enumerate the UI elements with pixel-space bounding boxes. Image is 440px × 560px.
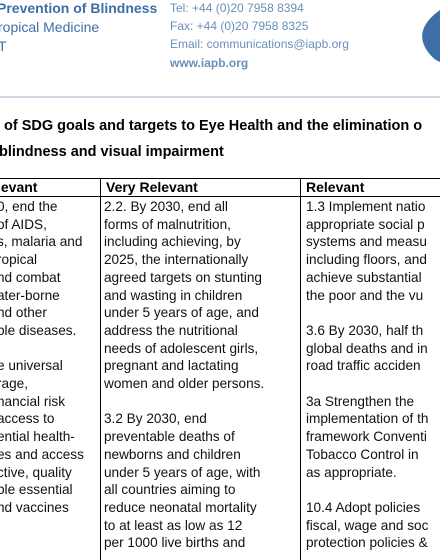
- cell-line: s, malaria and: [0, 234, 83, 250]
- cell-line: ential health-: [0, 429, 75, 445]
- cell-line: nd other: [0, 305, 47, 321]
- cell-line: road traffic acciden: [306, 358, 421, 374]
- cell-line: access to: [0, 411, 55, 427]
- cell-line: as appropriate.: [306, 464, 397, 480]
- cell-line: women and older persons.: [104, 376, 265, 391]
- cell-line: nd vaccines: [0, 499, 69, 515]
- cell-line: needs of adolescent girls,: [104, 340, 259, 356]
- table-border: [0, 178, 440, 179]
- contact-line: www.iapb.org: [170, 56, 249, 70]
- cell-line: including floors, and: [306, 252, 427, 268]
- cell-line: Tobacco Control in: [306, 446, 419, 462]
- cell-line: implementation of th: [306, 411, 429, 427]
- cell-line: the poor and the vu: [306, 287, 424, 303]
- column-header: levant: [0, 179, 38, 195]
- table-border: [300, 178, 301, 560]
- cell-line: 1.3 Implement natio: [306, 199, 426, 214]
- org-name: ropical Medicine: [0, 19, 100, 35]
- cell-line: fiscal, wage and soc: [306, 517, 429, 533]
- cell-line: ropical: [0, 252, 38, 268]
- doc-title: blindness and visual impairment: [0, 144, 224, 160]
- cell-line: 0, end the: [0, 199, 58, 214]
- cell-line: to at least as low as 12: [104, 517, 243, 533]
- cell-line: under 5 years of age, with: [104, 464, 261, 480]
- table-border: [100, 178, 101, 560]
- cell-line: ble essential: [0, 482, 73, 498]
- cell-line: of AIDS,: [0, 216, 47, 232]
- column-header: Very Relevant: [106, 179, 198, 195]
- cell-line: ctive, quality: [0, 464, 72, 480]
- cell-line: per 1000 live births and: [104, 535, 246, 551]
- cell-line: global deaths and in: [306, 340, 428, 356]
- contact-line: Email: communications@iapb.org: [170, 37, 349, 51]
- column-header: Relevant: [306, 179, 365, 195]
- cell-line: 3.6 By 2030, half th: [306, 322, 424, 338]
- cell-line: nd combat: [0, 269, 61, 285]
- logo-decoration: [0, 10, 440, 98]
- cell-line: e universal: [0, 358, 63, 374]
- cell-line: all countries aiming to: [104, 482, 236, 498]
- cell-line: protection policies &: [306, 535, 428, 551]
- cell-line: 3.2 By 2030, end: [104, 411, 207, 427]
- cell-line: systems and measu: [306, 234, 427, 250]
- cell-line: appropriate social p: [306, 216, 425, 232]
- cell-line: address the nutritional: [104, 322, 238, 338]
- cell-line: including achieving, by: [104, 234, 241, 250]
- cell-line: es and access: [0, 446, 84, 462]
- org-name: Prevention of Blindness: [0, 0, 158, 16]
- table-border: [0, 196, 440, 197]
- cell-line: ble diseases.: [0, 322, 77, 338]
- cell-line: under 5 years of age, and: [104, 305, 259, 321]
- cell-line: rage,: [0, 376, 28, 391]
- org-name: T: [0, 38, 7, 54]
- cell-line: framework Conventi: [306, 429, 427, 445]
- cell-line: nancial risk: [0, 393, 65, 409]
- cell-line: reduce neonatal mortality: [104, 499, 257, 515]
- cell-line: achieve substantial: [306, 269, 422, 285]
- cell-line: and wasting in children: [104, 287, 243, 303]
- doc-title: of SDG goals and targets to Eye Health a…: [4, 118, 423, 134]
- cell-line: 10.4 Adopt policies: [306, 499, 421, 515]
- cell-line: 3a Strengthen the: [306, 393, 415, 409]
- cell-line: preventable deaths of: [104, 429, 235, 445]
- contact-line: Tel: +44 (0)20 7958 8394: [170, 1, 304, 15]
- cell-line: ater-borne: [0, 287, 60, 303]
- cell-line: pregnant and lactating: [104, 358, 239, 374]
- cell-line: agreed targets on stunting: [104, 269, 262, 285]
- cell-line: 2025, the internationally: [104, 252, 249, 268]
- cell-line: 2.2. By 2030, end all: [104, 199, 228, 214]
- cell-line: newborns and children: [104, 446, 241, 462]
- contact-line: Fax: +44 (0)20 7958 8325: [170, 19, 309, 33]
- cell-line: forms of malnutrition,: [104, 216, 231, 232]
